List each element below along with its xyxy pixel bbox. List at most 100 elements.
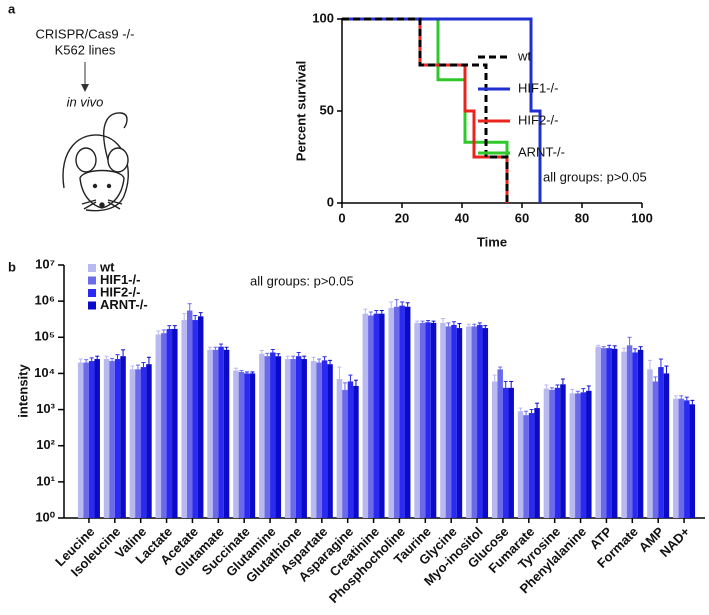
bar (586, 390, 592, 518)
y-tick-label: 10⁶ (35, 293, 55, 308)
y-tick-label: 10² (36, 437, 55, 452)
bar (212, 349, 219, 518)
bar (595, 346, 601, 518)
bar (554, 387, 561, 518)
y-tick-label: 10⁵ (34, 329, 55, 344)
bar (342, 389, 348, 518)
bar (146, 364, 152, 518)
bar (502, 387, 509, 518)
annotation: all groups: p>0.05 (250, 273, 354, 288)
bar (270, 352, 276, 518)
bar (295, 356, 302, 518)
legend-label: wt (517, 48, 531, 63)
legend-label: HIF1-/- (518, 80, 558, 95)
bar (135, 369, 141, 518)
annotation: all groups: p>0.05 (543, 169, 647, 184)
bar (347, 381, 354, 518)
bar (284, 359, 291, 518)
bar (440, 322, 446, 518)
bar (301, 359, 307, 518)
panel-label: a (8, 1, 16, 16)
legend-swatch (88, 289, 96, 297)
bar (238, 371, 245, 518)
diagram-text: K562 lines (55, 42, 116, 57)
bar (172, 328, 178, 518)
panel-label: b (8, 259, 16, 274)
bar (192, 320, 198, 518)
x-tick-label: 40 (455, 210, 469, 225)
bar (166, 328, 173, 518)
bar (181, 320, 187, 518)
bar (451, 324, 457, 518)
bar (689, 404, 696, 518)
bar (543, 388, 550, 518)
bar (678, 398, 685, 518)
bar (353, 385, 359, 518)
bar (430, 322, 437, 518)
survival-line (342, 17, 542, 203)
bar (275, 356, 282, 518)
bar (327, 364, 333, 518)
bar (482, 328, 489, 518)
x-tick-label: 100 (631, 210, 653, 225)
bar (129, 369, 136, 518)
bar (321, 360, 328, 518)
bar (310, 361, 317, 518)
bar (569, 393, 576, 518)
bar (626, 345, 633, 518)
legend-label: ARNT-/- (100, 297, 148, 312)
bar (425, 322, 431, 518)
bar (580, 392, 587, 518)
bar (103, 359, 110, 518)
y-tick-label: 10⁰ (35, 509, 55, 524)
bar (186, 310, 193, 518)
legend-label: HIF1-/- (100, 272, 140, 287)
bar (477, 324, 483, 518)
bar (218, 346, 224, 518)
legend-label: HIF2-/- (518, 112, 558, 127)
bar (223, 349, 230, 518)
bar (94, 359, 100, 518)
x-tick-label: NAD+ (657, 524, 693, 560)
bar (497, 369, 503, 518)
bar (575, 393, 581, 518)
diagram-text: CRISPR/Cas9 -/- (36, 26, 135, 41)
bar (534, 408, 540, 518)
survival-line (342, 17, 509, 203)
y-tick-label: 10¹ (36, 473, 55, 488)
y-tick-label: 10³ (36, 401, 55, 416)
bar (658, 367, 664, 518)
bar (523, 415, 529, 518)
bar (379, 313, 385, 518)
legend-label: ARNT-/- (518, 144, 565, 159)
bar (290, 359, 296, 518)
legend-swatch (88, 276, 96, 285)
bar (207, 349, 213, 518)
bar (244, 373, 250, 518)
y-axis-label: intensity (15, 364, 30, 418)
survival-line (342, 17, 509, 203)
bar (88, 361, 95, 518)
bar (647, 369, 653, 518)
x-tick-label: 60 (515, 210, 529, 225)
bar (471, 326, 478, 518)
bar (83, 362, 89, 518)
bar (120, 356, 126, 518)
bar (393, 306, 400, 518)
bar (388, 307, 394, 518)
bar (663, 373, 670, 518)
bar (336, 379, 343, 518)
bar (362, 313, 369, 518)
bar (632, 352, 638, 518)
y-tick-label: 10⁷ (35, 256, 55, 271)
bar (368, 315, 374, 518)
bar (456, 328, 463, 518)
bar (419, 322, 426, 518)
bar (611, 348, 618, 518)
bar (264, 356, 271, 518)
bar (684, 400, 690, 518)
bar (621, 351, 627, 518)
bar (114, 359, 121, 518)
bar (316, 362, 322, 518)
